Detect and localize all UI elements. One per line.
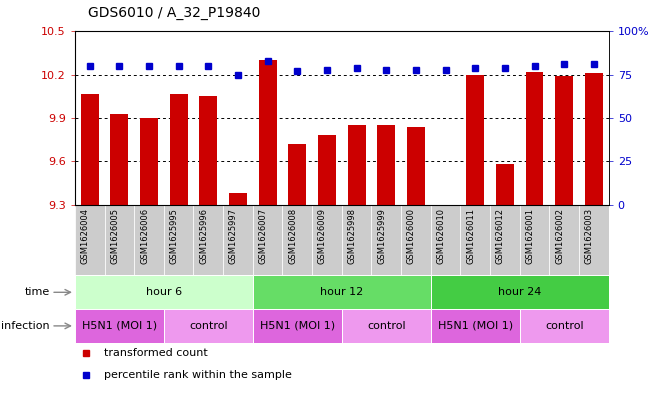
Text: GSM1625999: GSM1625999 (378, 208, 386, 264)
Bar (81, 94, 98, 205)
Bar (431, 275, 609, 309)
Text: infection: infection (1, 321, 49, 331)
Bar (549, 205, 579, 275)
Bar (312, 205, 342, 275)
Text: GSM1626005: GSM1626005 (111, 208, 119, 264)
Bar (525, 72, 544, 205)
Bar (378, 125, 395, 205)
Text: time: time (24, 287, 49, 297)
Text: GSM1626009: GSM1626009 (318, 208, 327, 264)
Text: control: control (189, 321, 228, 331)
Text: hour 24: hour 24 (498, 287, 542, 297)
Bar (283, 205, 312, 275)
Bar (579, 205, 609, 275)
Text: GSM1626010: GSM1626010 (437, 208, 445, 264)
Bar (105, 205, 134, 275)
Bar (342, 205, 372, 275)
Text: control: control (545, 321, 583, 331)
Bar (318, 136, 336, 205)
Bar (223, 205, 253, 275)
Text: GSM1626008: GSM1626008 (288, 208, 298, 264)
Text: hour 12: hour 12 (320, 287, 363, 297)
Bar (519, 309, 609, 343)
Bar (555, 76, 573, 205)
Bar (75, 309, 164, 343)
Bar (229, 193, 247, 205)
Text: GSM1625997: GSM1625997 (229, 208, 238, 264)
Text: GSM1626003: GSM1626003 (585, 208, 594, 264)
Text: percentile rank within the sample: percentile rank within the sample (104, 369, 292, 380)
Bar (585, 73, 603, 205)
Bar (140, 118, 158, 205)
Text: GSM1626004: GSM1626004 (81, 208, 90, 264)
Bar (253, 205, 283, 275)
Text: GSM1626000: GSM1626000 (407, 208, 416, 264)
Text: GSM1625996: GSM1625996 (199, 208, 208, 264)
Bar (253, 309, 342, 343)
Text: GSM1625998: GSM1625998 (348, 208, 357, 264)
Bar (258, 60, 277, 205)
Text: control: control (367, 321, 406, 331)
Bar (431, 309, 519, 343)
Text: hour 6: hour 6 (146, 287, 182, 297)
Bar (348, 125, 365, 205)
Bar (496, 164, 514, 205)
Bar (460, 205, 490, 275)
Bar (490, 205, 519, 275)
Bar (199, 96, 217, 205)
Text: GDS6010 / A_32_P19840: GDS6010 / A_32_P19840 (88, 6, 260, 20)
Bar (164, 205, 193, 275)
Bar (466, 75, 484, 205)
Bar (75, 275, 253, 309)
Text: GSM1626012: GSM1626012 (496, 208, 505, 264)
Bar (342, 309, 431, 343)
Bar (407, 127, 425, 205)
Bar (170, 94, 187, 205)
Bar (431, 205, 460, 275)
Text: GSM1625995: GSM1625995 (170, 208, 178, 264)
Bar (111, 114, 128, 205)
Bar (164, 309, 253, 343)
Bar (401, 205, 431, 275)
Bar (193, 205, 223, 275)
Text: H5N1 (MOI 1): H5N1 (MOI 1) (82, 321, 157, 331)
Text: GSM1626011: GSM1626011 (466, 208, 475, 264)
Text: transformed count: transformed count (104, 348, 208, 358)
Text: GSM1626006: GSM1626006 (140, 208, 149, 264)
Text: GSM1626001: GSM1626001 (525, 208, 534, 264)
Text: GSM1626007: GSM1626007 (258, 208, 268, 264)
Bar (75, 205, 105, 275)
Text: H5N1 (MOI 1): H5N1 (MOI 1) (260, 321, 335, 331)
Bar (134, 205, 164, 275)
Bar (519, 205, 549, 275)
Bar (288, 144, 306, 205)
Bar (372, 205, 401, 275)
Text: GSM1626002: GSM1626002 (555, 208, 564, 264)
Text: H5N1 (MOI 1): H5N1 (MOI 1) (437, 321, 513, 331)
Bar (253, 275, 431, 309)
